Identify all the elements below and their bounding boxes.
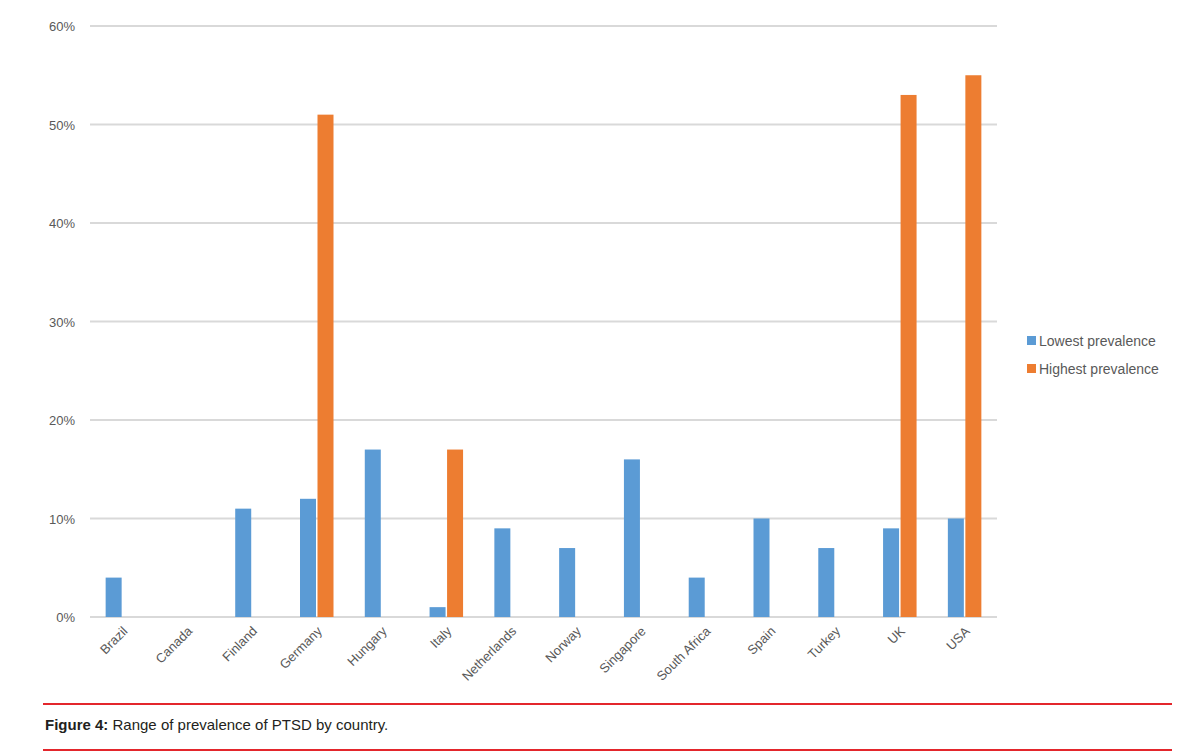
legend-swatch [1027,364,1036,373]
bar [948,519,964,618]
bar [430,607,446,617]
caption-rule [43,703,1172,705]
grid-line [90,321,997,323]
y-tick-label: 40% [49,216,75,231]
x-tick-label: Turkey [805,623,844,662]
bar [235,509,251,617]
bar [883,528,899,617]
caption: Figure 4: Range of prevalence of PTSD by… [45,716,388,733]
bar [901,95,917,617]
bar [106,578,122,617]
legend-swatch [1027,336,1036,345]
x-tick-label: Hungary [344,623,390,669]
grid [90,26,997,617]
grid-line [90,124,997,126]
y-tick-label: 60% [49,19,75,34]
grid-line [90,25,997,27]
x-tick-label: Germany [276,623,325,672]
x-tick-label: Brazil [97,623,131,657]
bar [689,578,705,617]
x-tick-label: Netherlands [459,623,520,684]
grid-line [90,419,997,421]
y-tick-label: 30% [49,315,75,330]
x-tick-label: USA [943,623,973,653]
legend-label: Highest prevalence [1039,361,1159,377]
grid-line [90,616,997,618]
x-tick-label: South Africa [653,623,714,684]
y-tick-label: 0% [56,610,75,625]
chart-svg: 0% 10% 20% 30% 40% 50% 60% Brazil Canada Finland G… [0,0,1177,755]
x-tick-label: Finland [219,624,260,665]
bar [318,115,334,617]
bar [965,75,981,617]
legend: Lowest prevalence Highest prevalence [1027,333,1159,377]
bar [818,548,834,617]
bar [365,450,381,617]
bar [559,548,575,617]
caption-rule [43,749,1172,751]
x-tick-label: Spain [744,624,778,658]
bar [447,450,463,617]
bar [754,519,770,618]
bars [106,75,982,617]
x-tick-label: Singapore [596,624,649,677]
grid-line [90,518,997,520]
chart-root: 0% 10% 20% 30% 40% 50% 60% Brazil Canada Finland G… [0,0,1177,755]
y-tick-label: 20% [49,413,75,428]
x-tick-label: Italy [427,623,455,651]
x-tick-label: Norway [542,623,584,665]
bar [300,499,316,617]
y-tick-label: 50% [49,118,75,133]
grid-line [90,222,997,224]
legend-label: Lowest prevalence [1039,333,1156,349]
y-tick-label: 10% [49,512,75,527]
bar [624,459,640,617]
x-tick-label: Canada [152,623,195,666]
x-tick-label: UK [885,623,909,647]
bar [494,528,510,617]
